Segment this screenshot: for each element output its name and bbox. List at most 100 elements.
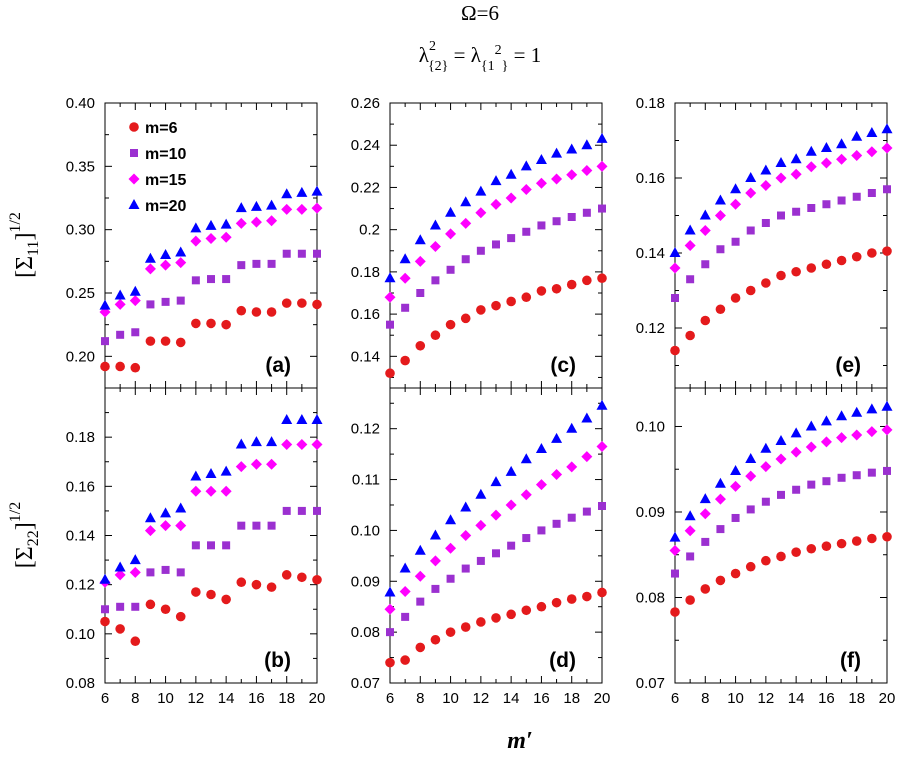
data-point [475, 207, 487, 219]
data-point [144, 252, 156, 263]
series-m20 [384, 132, 608, 283]
data-point [399, 562, 411, 573]
data-point [281, 298, 292, 308]
data-point [714, 194, 726, 205]
data-point [837, 196, 846, 205]
data-point [866, 426, 878, 438]
chart-title-line2: λ2 {2} = λ{12} = 1 [419, 39, 541, 74]
data-point [520, 184, 532, 196]
data-point [101, 337, 109, 346]
data-point [429, 529, 441, 540]
y-tick-label: 0.11 [352, 472, 380, 489]
series-m10 [101, 506, 321, 614]
data-point [866, 127, 878, 137]
data-point [222, 275, 231, 284]
series-m10 [386, 502, 606, 637]
data-point [266, 582, 277, 592]
y-tick-label: 0.18 [66, 429, 95, 446]
data-point [99, 299, 111, 310]
y-tick-label: 0.14 [636, 245, 665, 262]
data-point [131, 602, 140, 611]
data-point [100, 616, 110, 627]
data-point [416, 597, 425, 606]
data-point [144, 525, 156, 537]
data-point [669, 247, 681, 257]
data-point [237, 521, 246, 530]
data-point [460, 196, 472, 207]
data-point [715, 575, 726, 586]
series-m20 [99, 413, 323, 584]
ylabel-bottom-close: ] [12, 522, 38, 530]
data-point [311, 413, 323, 424]
data-point [520, 453, 532, 464]
data-point [205, 233, 217, 245]
data-point [430, 634, 441, 645]
data-point [566, 169, 578, 181]
panel-c: 0.14 0.16 0.18 0.2 0.22 0.24 0.26 (c) [351, 95, 608, 389]
data-point [313, 249, 321, 258]
data-point [235, 202, 247, 213]
series-m10 [671, 466, 891, 578]
data-point [836, 138, 848, 149]
data-point [145, 336, 156, 346]
data-point [221, 594, 231, 605]
panel-frame [104, 102, 318, 389]
data-point [598, 204, 606, 213]
data-point [461, 255, 470, 264]
data-point [745, 470, 757, 482]
ylabel-top-sub: 11 [25, 241, 42, 256]
y-tick-label: 0.12 [66, 577, 95, 594]
data-point [867, 248, 877, 258]
data-point [866, 403, 878, 414]
data-point [129, 566, 141, 578]
data-point [552, 519, 561, 528]
data-point [296, 203, 308, 215]
panel-label-a: (a) [265, 354, 291, 377]
data-point [175, 257, 187, 269]
data-point [131, 328, 140, 337]
data-point [686, 275, 695, 284]
data-point [282, 249, 291, 258]
data-point [791, 266, 801, 277]
data-point [250, 458, 262, 470]
data-point [281, 570, 292, 580]
data-point [266, 199, 278, 210]
data-point [220, 218, 232, 229]
ylabel-bottom-base: [Σ [12, 546, 38, 568]
data-point [714, 477, 726, 488]
data-point [207, 541, 215, 550]
data-point [597, 587, 607, 598]
data-point [684, 510, 696, 521]
y-tick-label: 0.07 [351, 675, 380, 692]
x-axis-label: m′ [507, 728, 532, 754]
data-point [670, 607, 680, 617]
data-point [792, 207, 801, 216]
y-tick-label: 0.24 [351, 137, 380, 154]
data-point [430, 330, 441, 341]
panel-f: 6 8 10 12 14 16 18 20 0.07 0.08 0.09 0.10 (f) [636, 387, 895, 707]
title-eq: = λ [448, 43, 481, 67]
data-point [684, 240, 696, 251]
data-point [506, 296, 516, 307]
data-point [851, 536, 862, 546]
data-point [552, 217, 561, 226]
data-point [282, 506, 291, 515]
data-point [581, 412, 593, 423]
data-point [235, 438, 247, 449]
data-point [160, 259, 172, 271]
data-point [867, 468, 876, 477]
data-point [236, 305, 247, 316]
data-point [429, 219, 441, 230]
data-point [745, 561, 756, 572]
data-point [596, 399, 608, 410]
data-point [445, 542, 457, 554]
data-point [715, 304, 726, 315]
data-point [881, 123, 893, 134]
x-tick-label: 6 [671, 690, 679, 707]
legend-label: m=6 [145, 120, 178, 137]
data-point [235, 217, 247, 229]
x-tick-label: 10 [442, 690, 459, 707]
data-point [883, 185, 891, 194]
data-point [400, 655, 410, 665]
